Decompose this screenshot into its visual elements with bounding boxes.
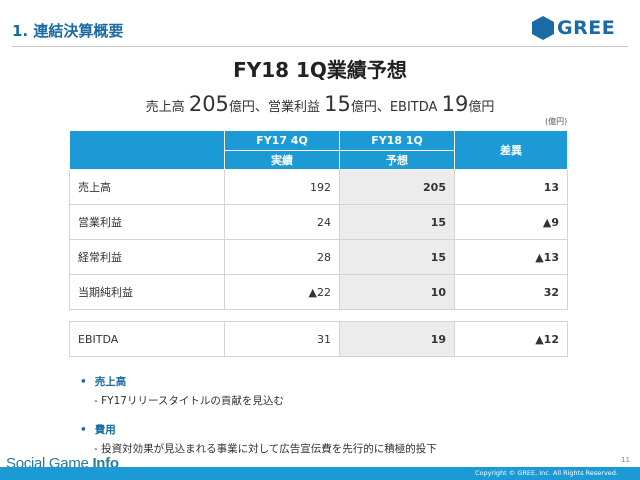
- page-number: 11: [621, 456, 630, 464]
- note-title-text: 売上高: [94, 376, 127, 388]
- notes-list: • 売上高 - FY17リリースタイトルの貢献を見込む • 費用 - 投資対効果が見…: [80, 374, 437, 456]
- note-bullet: •: [80, 376, 87, 388]
- header-diff: 差異: [454, 130, 568, 170]
- gree-hexagon-icon: [532, 16, 554, 40]
- cell-actual: 24: [224, 204, 340, 240]
- table-header-row: FY17 4Q FY18 1Q 差異: [69, 130, 568, 170]
- note-title: • 売上高: [80, 374, 437, 389]
- ebitda-table: EBITDA 31 19 ▲12: [69, 321, 568, 357]
- cell-forecast: 10: [339, 274, 455, 310]
- header-fy18-1q: FY18 1Q: [339, 130, 455, 151]
- cell-diff: ▲13: [454, 239, 568, 275]
- cell-actual: 192: [224, 169, 340, 205]
- row-label: 売上高: [69, 169, 225, 205]
- summary-ebitda-unit: 億円: [468, 100, 495, 115]
- forecast-summary: 売上高 205億円、営業利益 15億円、EBITDA 19億円: [0, 92, 640, 116]
- header-fy17-4q: FY17 4Q: [224, 130, 340, 151]
- header-actual: 実績: [224, 149, 340, 170]
- cell-actual: ▲22: [224, 274, 340, 310]
- cell-diff: 13: [454, 169, 568, 205]
- note-bullet: •: [80, 424, 87, 436]
- table-subheader-row: 実績 予想: [70, 149, 568, 170]
- summary-sales-value: 205: [188, 92, 229, 116]
- section-title: 1. 連結決算概要: [12, 22, 124, 40]
- cell-forecast: 205: [339, 169, 455, 205]
- table-row: 当期純利益 ▲22 10 32: [69, 274, 568, 310]
- summary-op-unit: 億円、: [350, 100, 390, 115]
- summary-op-label: 営業利益: [267, 100, 320, 115]
- summary-ebitda-label: EBITDA: [389, 100, 438, 115]
- cell-actual: 31: [224, 321, 340, 357]
- unit-note: (億円): [545, 117, 568, 126]
- page-title: FY18 1Q業績予想: [233, 58, 407, 82]
- row-label: EBITDA: [69, 321, 225, 357]
- cell-forecast: 19: [339, 321, 455, 357]
- cell-actual: 28: [224, 239, 340, 275]
- footer-bar: Copyright © GREE, Inc. All Rights Reserv…: [0, 467, 640, 480]
- note-detail: - 投資対効果が見込まれる事業に対して広告宣伝費を先行的に積極的投下: [94, 443, 437, 455]
- ebitda-row: EBITDA 31 19 ▲12: [69, 321, 568, 357]
- note-title-text: 費用: [94, 424, 116, 436]
- summary-sales-label: 売上高: [145, 100, 185, 115]
- results-table: FY17 4Q FY18 1Q 差異 実績 予想 売上高 192 205 13 …: [69, 130, 568, 310]
- gree-logo: GREE: [532, 16, 615, 40]
- row-label: 当期純利益: [69, 274, 225, 310]
- cell-forecast: 15: [339, 204, 455, 240]
- cell-forecast: 15: [339, 239, 455, 275]
- summary-ebitda-value: 19: [441, 92, 469, 116]
- note-detail: - FY17リリースタイトルの貢献を見込む: [94, 395, 284, 407]
- cell-diff: ▲12: [454, 321, 568, 357]
- table-row: 経常利益 28 15 ▲13: [69, 239, 568, 275]
- row-label: 経常利益: [69, 239, 225, 275]
- header-divider: [12, 46, 628, 47]
- gree-logo-text: GREE: [557, 17, 616, 39]
- table-row: 売上高 192 205 13: [69, 169, 568, 205]
- summary-op-value: 15: [324, 92, 351, 116]
- summary-sales-unit: 億円、: [228, 100, 268, 115]
- copyright-text: Copyright © GREE, Inc. All Rights Reserv…: [474, 469, 618, 477]
- header-forecast: 予想: [339, 149, 455, 170]
- table-row: 営業利益 24 15 ▲9: [69, 204, 568, 240]
- cell-diff: 32: [454, 274, 568, 310]
- header-blank: [69, 130, 225, 170]
- row-label: 営業利益: [69, 204, 225, 240]
- cell-diff: ▲9: [454, 204, 568, 240]
- note-title: • 費用: [80, 422, 437, 437]
